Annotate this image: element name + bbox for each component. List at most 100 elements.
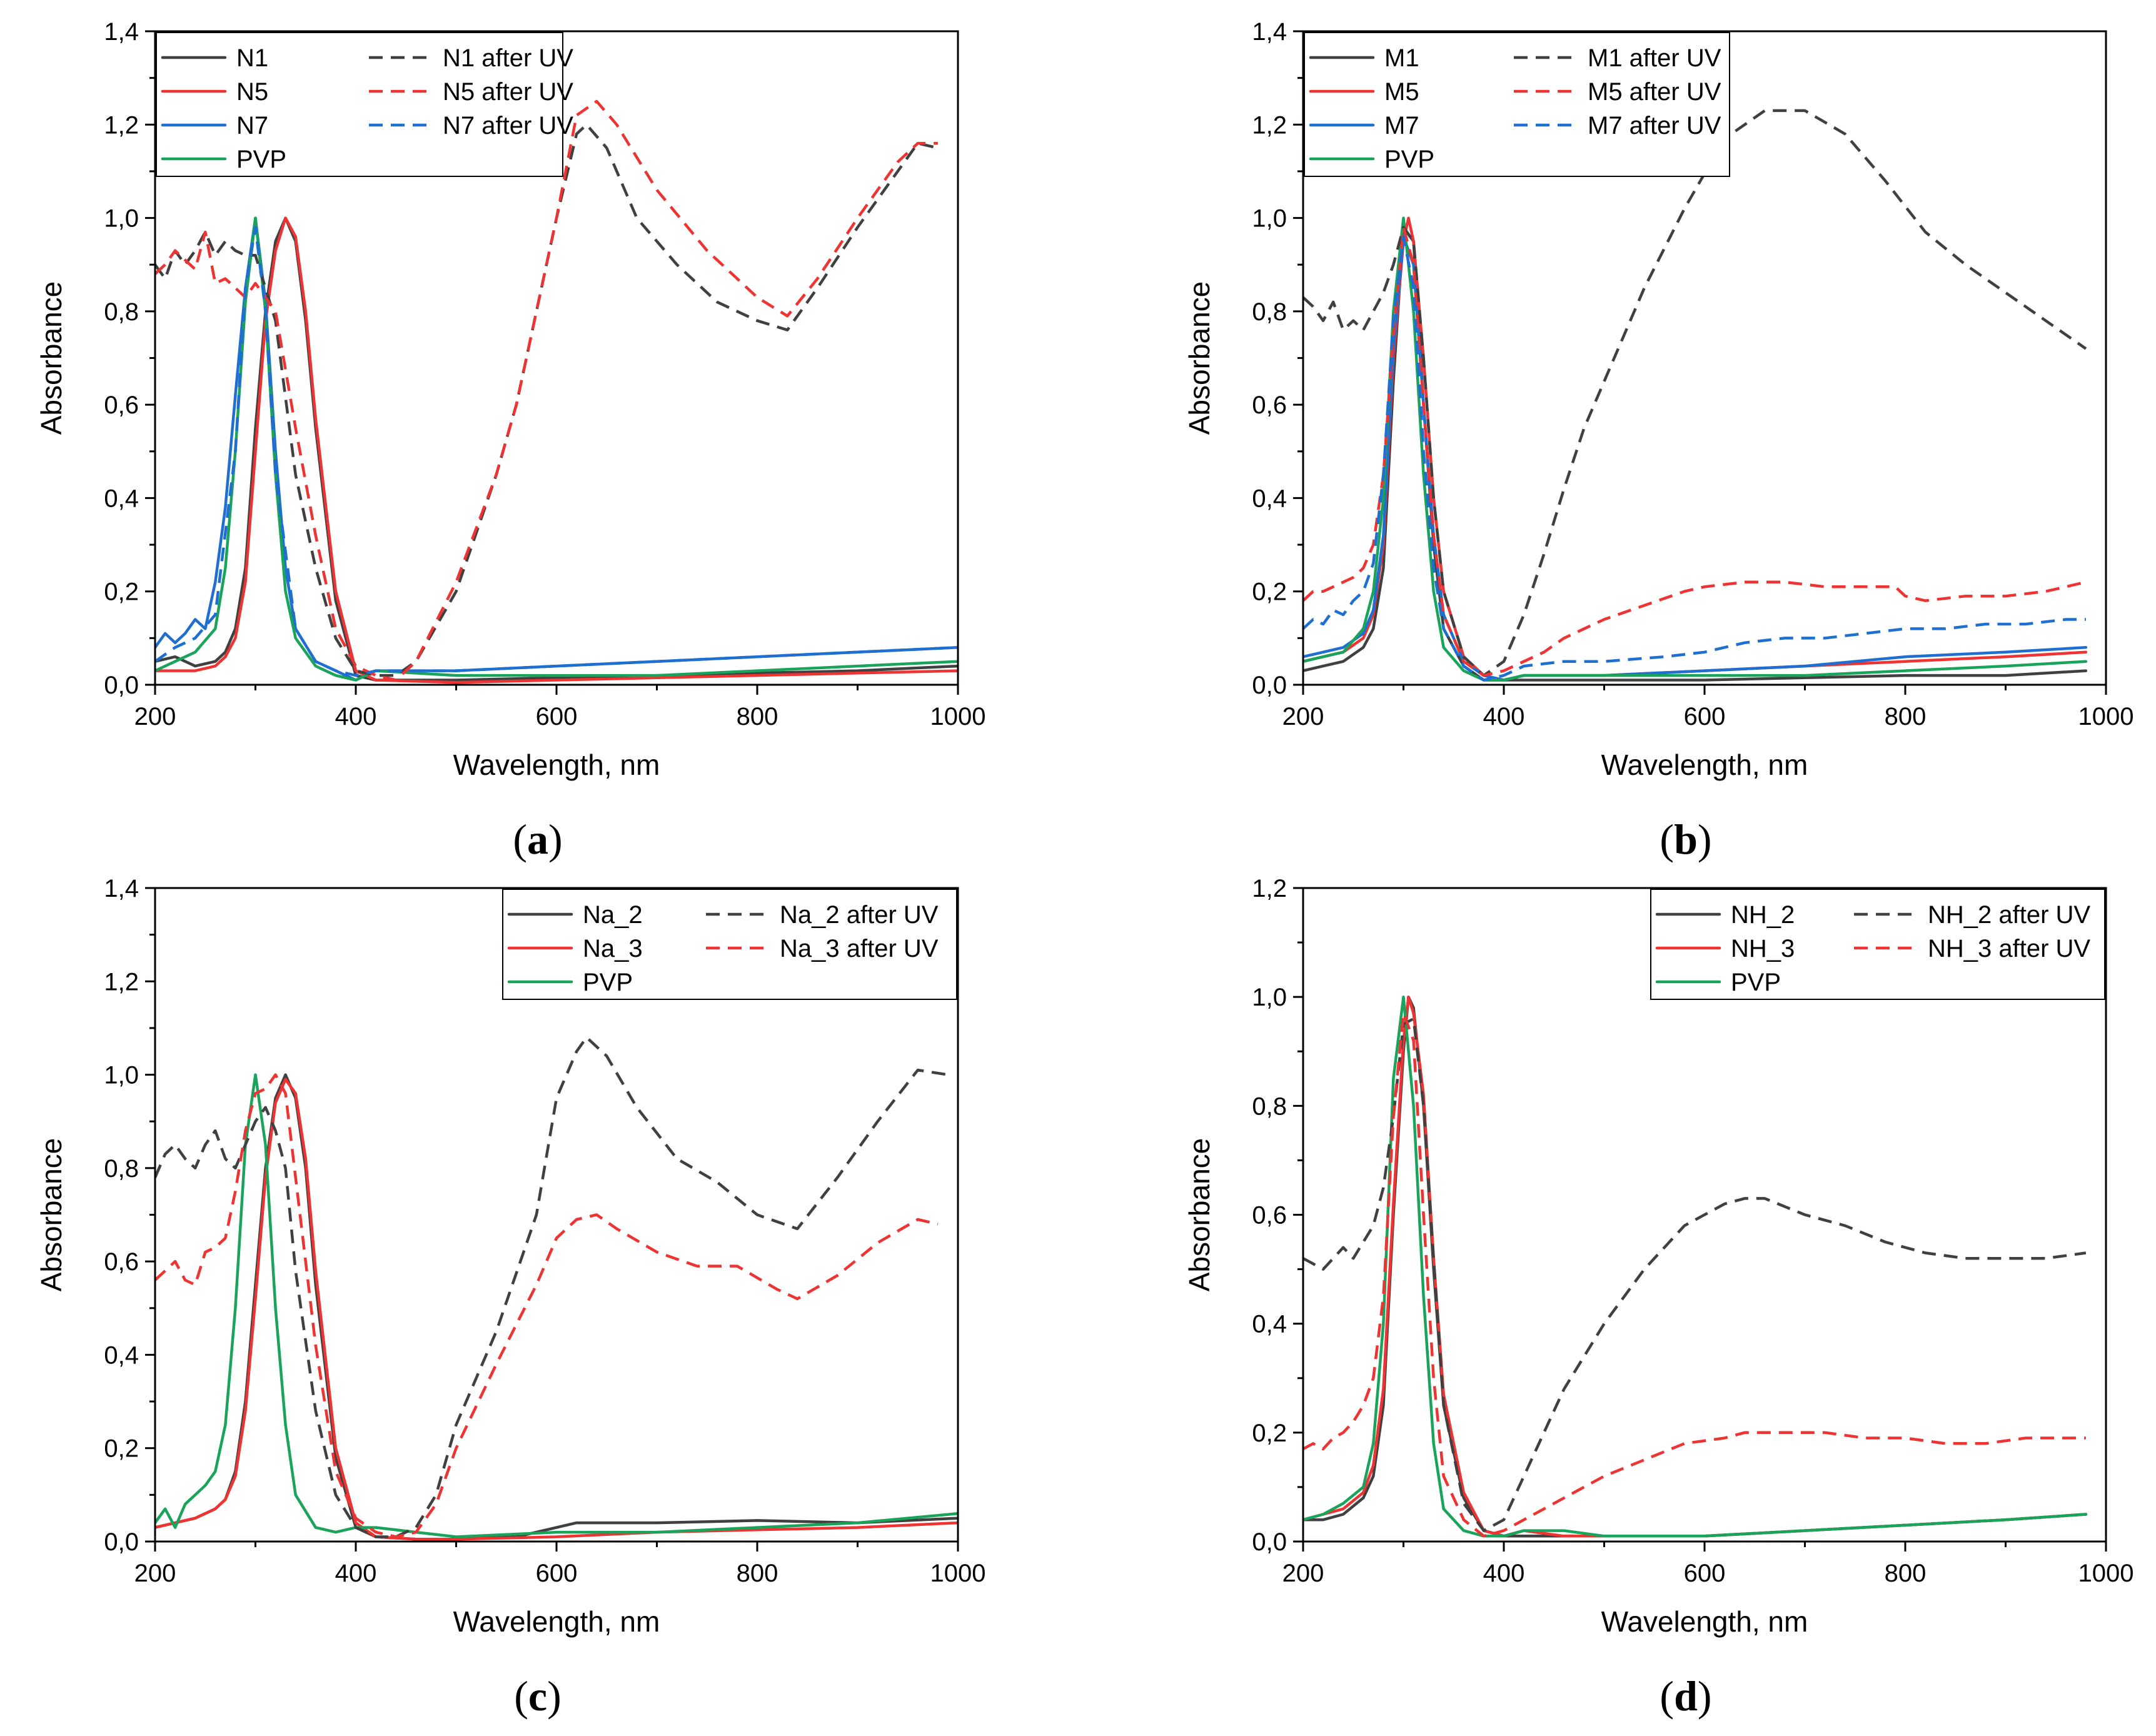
x-tick-label: 200	[1282, 1560, 1324, 1587]
legend-entry: Na_3 after UV	[780, 935, 939, 962]
series-group	[155, 1036, 958, 1541]
series-m7	[1303, 235, 2088, 682]
legend-entry: N5 after UV	[443, 78, 573, 106]
series-m5	[1303, 216, 2088, 682]
x-axis-title: Wavelength, nm	[1601, 1605, 1808, 1638]
y-tick-label: 1,0	[1252, 205, 1287, 233]
y-tick-label: 0,6	[104, 391, 139, 419]
series-group	[1303, 109, 2088, 682]
x-tick-label: 800	[737, 1560, 778, 1587]
y-tick-label: 1,2	[1252, 875, 1287, 902]
y-tick-label: 1,0	[104, 1062, 139, 1089]
y-tick-label: 0,8	[1252, 298, 1287, 326]
x-tick-label: 1000	[930, 703, 986, 730]
series-m7-after-uv	[1303, 235, 2086, 682]
series-m1-after-uv	[1303, 109, 2087, 677]
y-tick-label: 0,4	[1252, 485, 1287, 512]
x-tick-label: 600	[536, 703, 578, 730]
legend: NH_2 NH_3 PVP NH_2 after UV NH_3 after UV	[1650, 889, 2105, 1000]
legend: Na_2 Na_3 PVP Na_2 after UV Na_3 after UV	[502, 889, 957, 1000]
y-tick-label: 1,2	[104, 111, 139, 139]
x-tick-label: 200	[1282, 703, 1324, 730]
series-pvp	[1303, 995, 2088, 1538]
y-tick-label: 0,4	[1252, 1311, 1287, 1338]
y-tick-label: 0,0	[1252, 672, 1287, 699]
x-tick-label: 800	[1885, 1560, 1927, 1587]
legend-entry: M5	[1384, 78, 1419, 106]
series-group	[155, 99, 958, 684]
y-tick-label: 1,4	[104, 875, 139, 902]
series-n7	[155, 216, 958, 682]
legend-entry: Na_2	[583, 901, 643, 929]
legend-entry: N5	[236, 78, 268, 106]
legend-entry: M5 after UV	[1588, 78, 1721, 106]
x-tick-label: 1000	[2078, 1560, 2134, 1587]
panel-label: (c)	[514, 1672, 562, 1720]
series-n1-after-uv	[155, 123, 939, 677]
y-tick-label: 0,6	[1252, 391, 1287, 419]
panel-label: (d)	[1660, 1672, 1711, 1720]
series-group	[1303, 995, 2088, 1538]
legend-entry: PVP	[236, 146, 286, 173]
legend-entry: N7	[236, 112, 268, 139]
x-axis-title: Wavelength, nm	[453, 749, 660, 781]
y-tick-label: 1,4	[1252, 18, 1287, 46]
chart-panel-a: 200 400 600 800 1000 0,0 0,2 0,4 0,6 0,8 1,0 1,2 1,4…	[35, 18, 985, 863]
y-tick-label: 0,8	[104, 1155, 139, 1183]
x-tick-label: 600	[536, 1560, 578, 1587]
y-tick-label: 0,0	[104, 1528, 139, 1556]
series-n5-after-uv	[155, 99, 938, 682]
series-na-3	[155, 1077, 958, 1541]
legend-entry: N1	[236, 44, 268, 72]
panel-label: (a)	[513, 815, 562, 863]
x-tick-label: 400	[1483, 703, 1525, 730]
chart-panel-d: 200 400 600 800 1000 0,0 0,2 0,4 0,6 0,8 1,0 1,2 Wav…	[1183, 875, 2133, 1720]
y-axis-title: Absorbance	[1183, 281, 1216, 435]
x-tick-label: 600	[1684, 1560, 1726, 1587]
legend-entry: NH_3	[1731, 935, 1795, 962]
legend-entry: Na_2 after UV	[780, 901, 939, 929]
legend-entry: M1	[1384, 44, 1419, 72]
y-tick-label: 1,0	[1252, 984, 1287, 1011]
y-tick-label: 0,6	[1252, 1202, 1287, 1229]
y-tick-label: 1,0	[104, 205, 139, 233]
series-n7-after-uv	[155, 226, 958, 677]
legend-entry: PVP	[583, 969, 633, 996]
y-tick-label: 0,4	[104, 1341, 139, 1369]
chart-panel-b: 200 400 600 800 1000 0,0 0,2 0,4 0,6 0,8 1,0 1,2 1,4…	[1183, 18, 2133, 863]
y-tick-label: 0,2	[1252, 1420, 1287, 1447]
chart-panel-c: 200 400 600 800 1000 0,0 0,2 0,4 0,6 0,8 1,0 1,2 1,4…	[35, 875, 985, 1720]
y-tick-label: 0,8	[1252, 1093, 1287, 1120]
series-m5-after-uv	[1303, 226, 2087, 677]
legend-entry: NH_2	[1731, 901, 1795, 929]
legend-entry: PVP	[1731, 969, 1781, 996]
y-axis-title: Absorbance	[35, 1138, 68, 1292]
x-tick-label: 1000	[2078, 703, 2134, 730]
legend-entry: N1 after UV	[443, 44, 573, 72]
x-tick-label: 400	[335, 703, 377, 730]
series-m1	[1303, 226, 2088, 682]
legend-entry: Na_3	[583, 935, 643, 962]
y-axis-title: Absorbance	[1183, 1138, 1216, 1292]
y-tick-label: 0,4	[104, 485, 139, 512]
legend: N1 N5 N7 PVP N1 after UV N5 after UV N7 after …	[156, 32, 573, 177]
x-axis-title: Wavelength, nm	[1601, 749, 1808, 781]
y-tick-label: 0,2	[1252, 578, 1287, 606]
y-tick-label: 1,2	[104, 968, 139, 996]
y-tick-label: 1,2	[1252, 111, 1287, 139]
legend-entry: M7	[1384, 112, 1419, 139]
y-tick-label: 0,2	[104, 1435, 139, 1463]
legend-entry: M7 after UV	[1588, 112, 1721, 139]
y-tick-label: 0,2	[104, 578, 139, 606]
y-tick-label: 0,6	[104, 1248, 139, 1276]
legend-box	[1650, 889, 2105, 1000]
x-tick-label: 600	[1684, 703, 1726, 730]
y-tick-label: 1,4	[104, 18, 139, 46]
series-pvp	[155, 216, 958, 682]
series-pvp	[155, 1073, 958, 1538]
x-tick-label: 200	[134, 703, 176, 730]
series-na-3-after-uv	[155, 1073, 939, 1538]
x-tick-label: 400	[1483, 1560, 1525, 1587]
x-tick-label: 800	[1885, 703, 1927, 730]
y-tick-label: 0,8	[104, 298, 139, 326]
